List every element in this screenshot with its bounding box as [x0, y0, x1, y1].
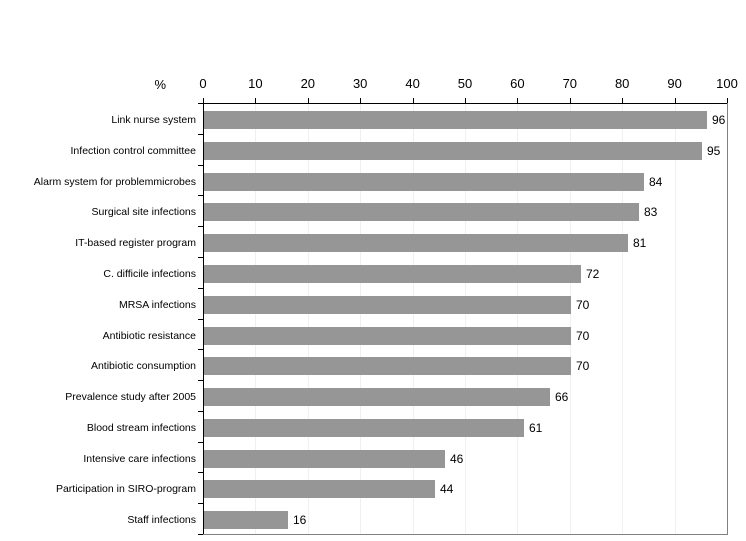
gridline: [569, 104, 571, 534]
value-label: 95: [707, 144, 721, 158]
bar: [204, 450, 445, 468]
x-tick-mark: [727, 98, 728, 103]
y-tick-mark: [198, 472, 203, 473]
x-tick-label: 30: [352, 76, 368, 91]
x-tick-label: 100: [716, 76, 738, 91]
category-label: Alarm system for problemmicrobes: [33, 176, 196, 188]
gridline: [255, 104, 257, 534]
x-tick-mark: [203, 98, 204, 103]
value-label: 96: [712, 113, 726, 127]
value-label: 83: [644, 205, 658, 219]
x-tick-mark: [622, 98, 624, 103]
category-label: IT-based register program: [75, 237, 196, 249]
value-label: 70: [576, 359, 590, 373]
gridline: [412, 104, 414, 534]
bar: [204, 265, 581, 283]
y-tick-mark: [198, 442, 203, 443]
bar: [204, 173, 644, 191]
x-tick-mark: [569, 98, 571, 103]
category-label: MRSA infections: [118, 299, 196, 311]
x-tick-mark: [517, 98, 519, 103]
plot-border-right: [727, 103, 728, 535]
value-label: 72: [586, 267, 600, 281]
bar: [204, 296, 571, 314]
gridline: [360, 104, 362, 534]
bar: [204, 388, 550, 406]
y-tick-mark: [198, 503, 203, 504]
y-tick-mark: [198, 226, 203, 227]
y-tick-mark: [198, 288, 203, 289]
x-tick-label: 90: [667, 76, 682, 91]
y-axis-line: [203, 103, 204, 534]
bar: [204, 480, 435, 498]
category-label: Surgical site infections: [91, 206, 196, 218]
x-axis-line: [203, 103, 728, 104]
y-tick-mark: [198, 195, 203, 196]
bar: [204, 327, 571, 345]
y-tick-mark: [198, 380, 203, 381]
bar: [204, 111, 707, 129]
category-label: C. difficile infections: [103, 268, 196, 280]
category-label: Participation in SIRO-program: [55, 483, 196, 495]
bar: [204, 203, 639, 221]
y-tick-mark: [198, 411, 203, 412]
y-tick-mark: [198, 319, 203, 320]
x-tick-mark: [255, 98, 257, 103]
bar: [204, 419, 524, 437]
x-tick-label: 70: [562, 76, 578, 91]
y-tick-mark: [198, 165, 203, 166]
x-axis-unit-label: %: [154, 77, 166, 92]
value-label: 61: [529, 421, 543, 435]
category-label: Infection control committee: [70, 145, 196, 157]
x-tick-mark: [412, 98, 414, 103]
x-tick-label: 50: [457, 76, 473, 91]
gridline: [622, 104, 624, 534]
bar: [204, 357, 571, 375]
category-label: Antibiotic consumption: [90, 360, 196, 372]
y-tick-mark: [198, 257, 203, 258]
value-label: 84: [649, 175, 663, 189]
plot-border-bottom: [203, 534, 728, 535]
x-tick-label: 60: [510, 76, 525, 91]
bar: [204, 511, 288, 529]
value-label: 44: [440, 482, 454, 496]
category-label: Blood stream infections: [86, 422, 196, 434]
x-tick-label: 80: [614, 76, 630, 91]
gridline: [517, 104, 519, 534]
y-tick-mark: [198, 103, 203, 104]
gridline: [674, 104, 676, 534]
gridline: [465, 104, 466, 534]
category-label: Staff infections: [127, 514, 196, 526]
x-tick-mark: [307, 98, 309, 103]
value-label: 70: [576, 329, 590, 343]
x-tick-mark: [674, 98, 676, 103]
x-tick-mark: [360, 98, 362, 103]
value-label: 81: [633, 236, 647, 250]
category-label: Intensive care infections: [83, 453, 196, 465]
x-tick-label: 10: [248, 76, 263, 91]
bar: [204, 234, 628, 252]
bar: [204, 142, 702, 160]
y-tick-mark: [198, 534, 203, 535]
category-label: Prevalence study after 2005: [65, 391, 196, 403]
y-tick-mark: [198, 349, 203, 350]
category-label: Antibiotic resistance: [102, 330, 196, 342]
value-label: 66: [555, 390, 569, 404]
value-label: 70: [576, 298, 590, 312]
gridline: [307, 104, 309, 534]
category-label: Link nurse system: [111, 114, 196, 126]
value-label: 46: [450, 452, 464, 466]
x-tick-label: 40: [405, 76, 420, 91]
x-tick-label: 0: [199, 76, 207, 91]
x-tick-label: 20: [300, 76, 316, 91]
value-label: 16: [293, 513, 307, 527]
x-tick-mark: [465, 98, 466, 103]
y-tick-mark: [198, 134, 203, 135]
